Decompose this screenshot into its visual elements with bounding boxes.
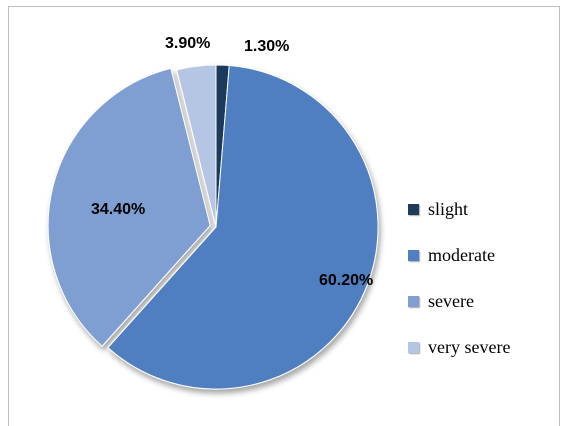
legend-label-very-severe: very severe bbox=[428, 336, 511, 357]
legend: slight moderate severe very severe bbox=[408, 186, 510, 370]
data-label-severe: 34.40% bbox=[91, 201, 145, 218]
legend-label-severe: severe bbox=[428, 290, 474, 311]
chart-frame bbox=[8, 6, 560, 426]
pie-slice-moderate bbox=[107, 65, 379, 390]
legend-label-slight: slight bbox=[428, 198, 469, 219]
data-label-moderate: 60.20% bbox=[319, 272, 373, 289]
legend-swatch-very-severe bbox=[408, 341, 419, 353]
data-label-slight: 1.30% bbox=[244, 38, 289, 55]
data-label-very-severe: 3.90% bbox=[165, 35, 210, 52]
legend-swatch-slight bbox=[408, 203, 419, 215]
pie-slice-severe bbox=[47, 67, 211, 347]
legend-swatch-moderate bbox=[408, 249, 419, 261]
legend-item-slight: slight bbox=[408, 186, 510, 232]
legend-swatch-severe bbox=[408, 295, 419, 307]
pie-slice-very-severe bbox=[176, 64, 217, 228]
legend-item-moderate: moderate bbox=[408, 232, 510, 278]
legend-label-moderate: moderate bbox=[428, 244, 495, 265]
legend-item-severe: severe bbox=[408, 278, 510, 324]
legend-item-very-severe: very severe bbox=[408, 324, 510, 370]
